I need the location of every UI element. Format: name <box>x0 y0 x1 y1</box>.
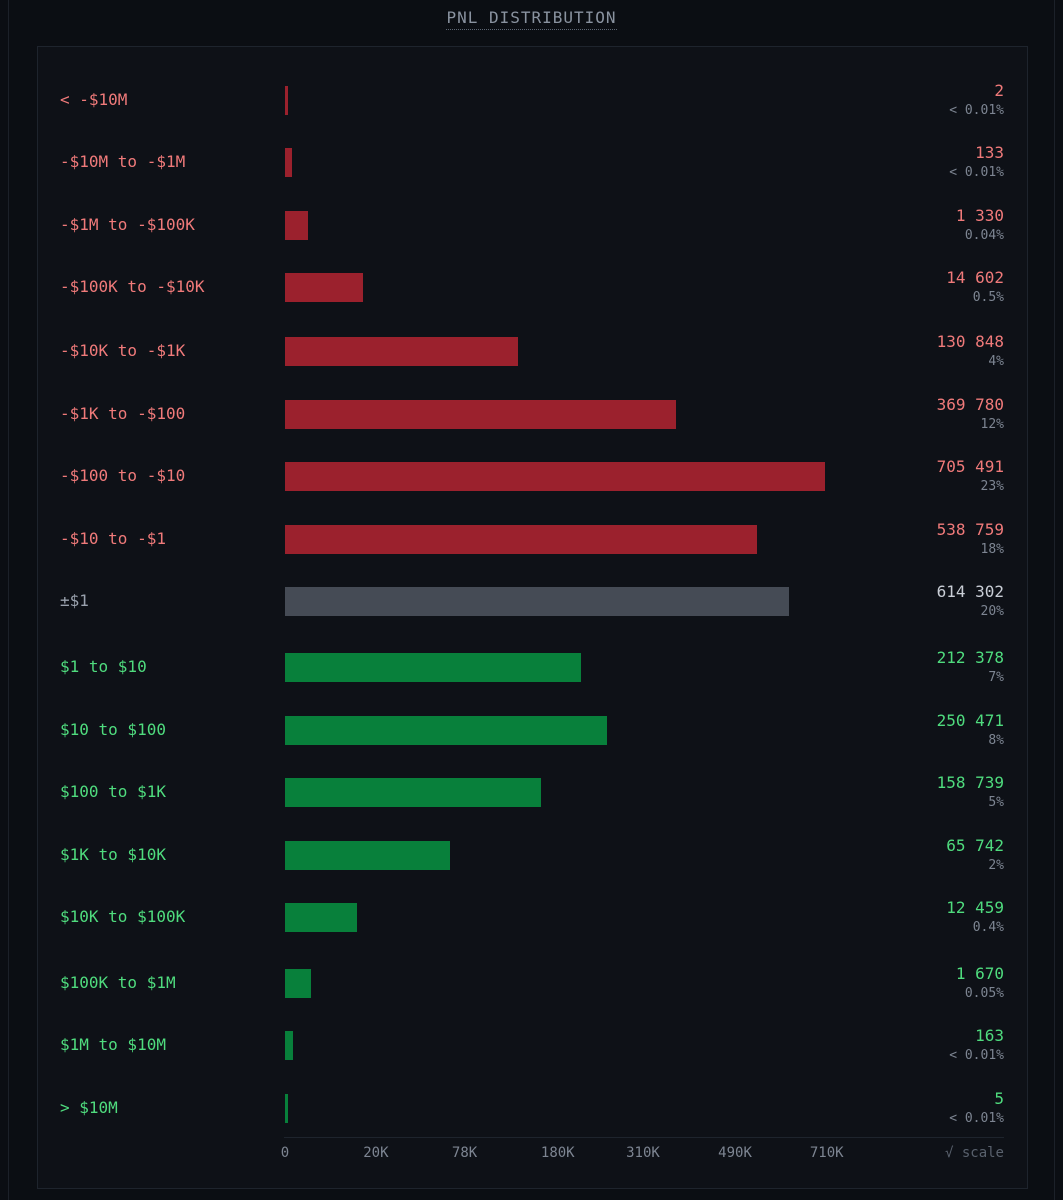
bin-label: -$100K to -$10K <box>60 277 205 296</box>
bin-bar[interactable] <box>285 653 581 682</box>
bin-bar[interactable] <box>285 211 308 240</box>
bin-bar[interactable] <box>285 716 607 745</box>
bin-bar[interactable] <box>285 841 450 870</box>
bin-bar[interactable] <box>285 400 676 429</box>
bin-bar[interactable] <box>285 1094 288 1123</box>
bin-bar[interactable] <box>285 273 363 302</box>
chart-panel <box>37 46 1028 1189</box>
bin-percent: 8% <box>988 733 1004 748</box>
bin-count: 130 848 <box>936 332 1004 351</box>
x-tick-label: 78K <box>451 1145 478 1161</box>
bin-percent: 0.05% <box>964 986 1004 1001</box>
chart-title[interactable]: PNL DISTRIBUTION <box>0 8 1063 30</box>
bin-count: 2 <box>994 81 1004 100</box>
bin-percent: 0.4% <box>972 920 1004 935</box>
bin-percent: 23% <box>980 479 1004 494</box>
bin-count: 163 <box>975 1026 1004 1045</box>
bin-label: $100K to $1M <box>60 973 176 992</box>
bin-percent: 0.04% <box>964 228 1004 243</box>
bin-bar[interactable] <box>285 903 357 932</box>
left-edge-divider <box>8 0 9 1200</box>
bin-percent: 20% <box>980 604 1004 619</box>
bin-count: 158 739 <box>936 773 1004 792</box>
bin-count: 14 602 <box>946 268 1004 287</box>
chart-title-text[interactable]: PNL DISTRIBUTION <box>446 8 617 30</box>
scale-note: √ scale <box>944 1145 1004 1161</box>
bin-percent: 12% <box>980 417 1004 432</box>
x-tick-label: 20K <box>363 1145 389 1161</box>
bin-label: $100 to $1K <box>60 782 166 801</box>
bin-count: 12 459 <box>946 898 1004 917</box>
bin-bar[interactable] <box>285 969 311 998</box>
bin-percent: < 0.01% <box>949 165 1004 180</box>
bin-percent: 2% <box>988 858 1004 873</box>
bin-bar[interactable] <box>285 525 757 554</box>
x-tick-label: 180K <box>540 1145 575 1161</box>
bin-percent: 4% <box>988 354 1004 369</box>
bin-bar[interactable] <box>285 462 825 491</box>
bin-percent: < 0.01% <box>949 1111 1004 1126</box>
bin-count: 538 759 <box>936 520 1004 539</box>
bin-count: 212 378 <box>936 648 1004 667</box>
bin-count: 1 330 <box>955 206 1004 225</box>
bin-label: -$1M to -$100K <box>60 215 195 234</box>
bin-bar[interactable] <box>285 778 541 807</box>
bin-count: 705 491 <box>936 457 1004 476</box>
bin-label: $1 to $10 <box>60 657 147 676</box>
x-axis-line <box>284 1137 1004 1138</box>
bin-label: -$100 to -$10 <box>60 466 186 485</box>
bin-count: 5 <box>994 1089 1004 1108</box>
bin-label: $10K to $100K <box>60 907 186 926</box>
bin-percent: 5% <box>988 795 1004 810</box>
right-edge-divider <box>1054 0 1055 1200</box>
bin-label: -$10 to -$1 <box>60 529 166 548</box>
bin-count: 1 670 <box>955 964 1004 983</box>
bin-percent: < 0.01% <box>949 103 1004 118</box>
bin-label: > $10M <box>60 1098 118 1117</box>
bin-bar[interactable] <box>285 587 789 616</box>
bin-percent: 18% <box>980 542 1004 557</box>
bin-label: $10 to $100 <box>60 720 166 739</box>
bin-label: -$1K to -$100 <box>60 404 186 423</box>
bin-count: 614 302 <box>936 582 1004 601</box>
bin-label: $1K to $10K <box>60 845 166 864</box>
bin-label: -$10M to -$1M <box>60 152 186 171</box>
bin-label: -$10K to -$1K <box>60 341 186 360</box>
bin-bar[interactable] <box>285 148 292 177</box>
bin-label: ±$1 <box>60 591 89 610</box>
x-tick-label: 0 <box>280 1145 290 1161</box>
x-tick-label: 310K <box>626 1145 660 1161</box>
bin-bar[interactable] <box>285 337 518 366</box>
bin-label: < -$10M <box>60 90 128 109</box>
bin-count: 250 471 <box>936 711 1004 730</box>
bin-bar[interactable] <box>285 1031 293 1060</box>
bin-percent: 7% <box>988 670 1004 685</box>
x-tick-label: 710K <box>809 1145 844 1161</box>
bin-label: $1M to $10M <box>60 1035 166 1054</box>
bin-count: 369 780 <box>936 395 1004 414</box>
bin-count: 133 <box>975 143 1004 162</box>
bin-bar[interactable] <box>285 86 288 115</box>
bin-count: 65 742 <box>946 836 1004 855</box>
bin-percent: < 0.01% <box>949 1048 1004 1063</box>
bin-percent: 0.5% <box>972 290 1004 305</box>
x-tick-label: 490K <box>718 1145 752 1161</box>
